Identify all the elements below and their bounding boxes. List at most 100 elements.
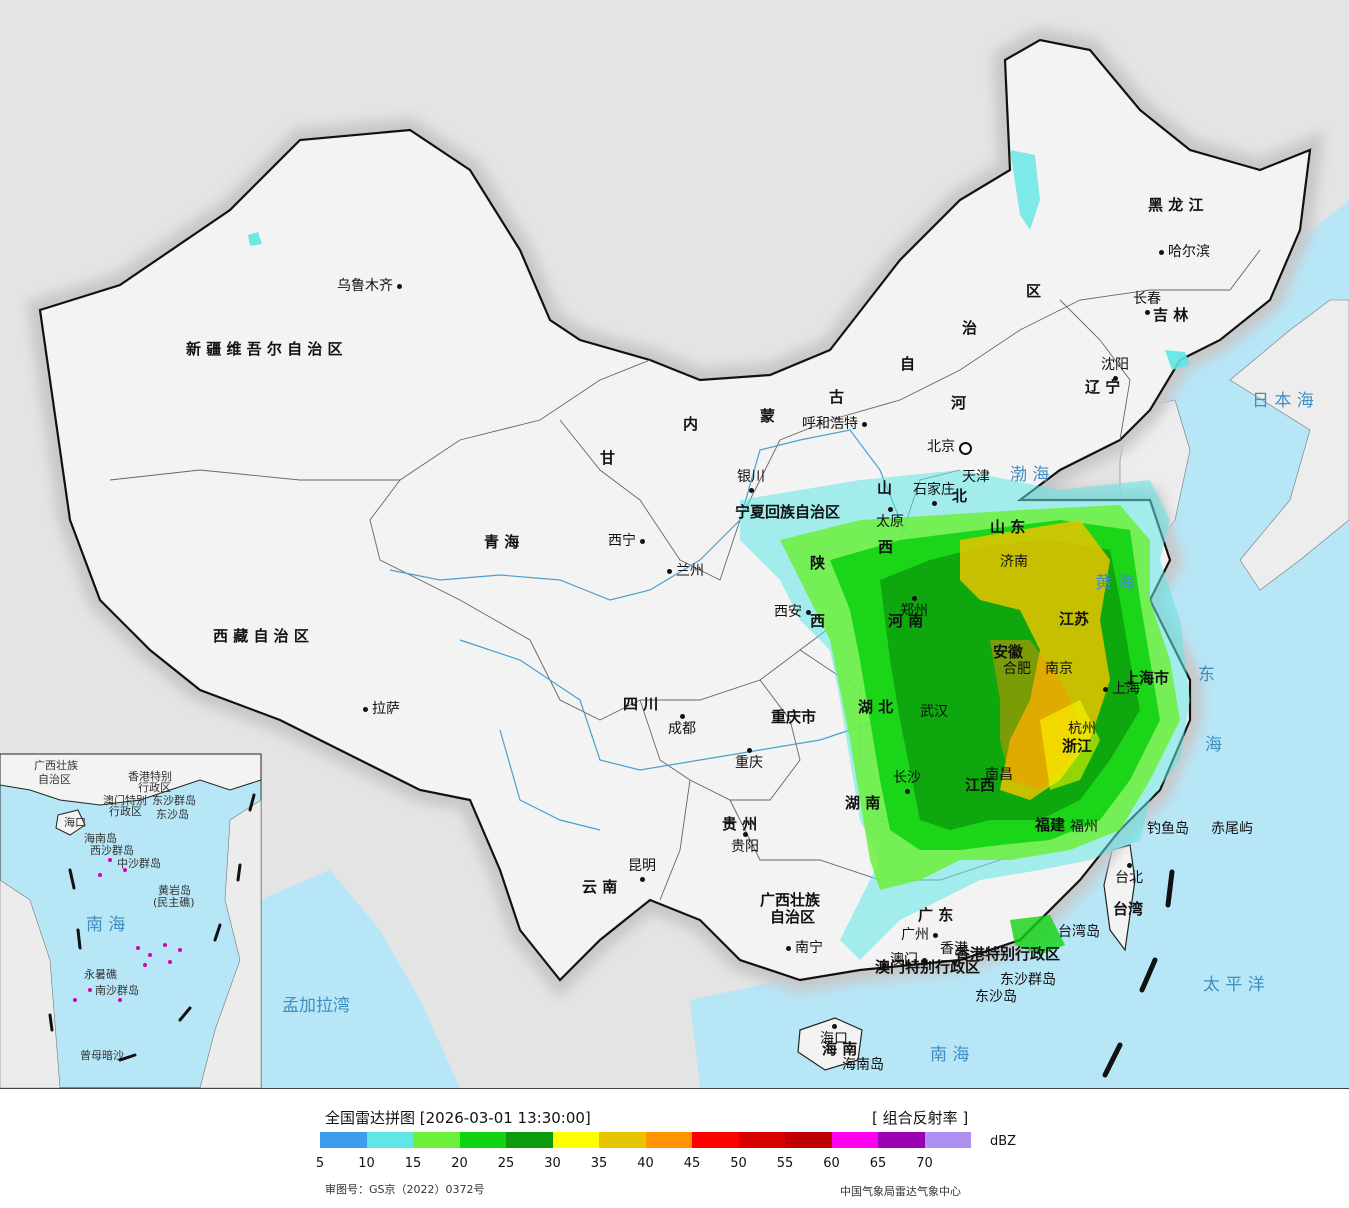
city-label: 南京 [1045, 661, 1073, 677]
city-dot-icon [832, 1024, 837, 1029]
review-number: 审图号：GS京（2022）0372号 [325, 1183, 485, 1196]
province-label: 香港特别行政区 [955, 945, 1061, 963]
city-dot-icon [749, 488, 754, 493]
city-dot-icon [952, 960, 957, 965]
province-label: 吉 林 [1153, 306, 1189, 324]
south-china-sea-inset [0, 753, 262, 1088]
scale-tick-label: 20 [451, 1156, 468, 1171]
city-dot-icon [806, 610, 811, 615]
city-label: 哈尔滨 [1168, 244, 1210, 260]
inset-label: 自治区 [38, 773, 71, 786]
city-label: 武汉 [920, 704, 948, 720]
color-swatch [924, 1132, 971, 1148]
city-label: 太原 [876, 514, 904, 530]
sea-area [690, 0, 1349, 1088]
city-dot-icon [1145, 310, 1150, 315]
color-swatch [506, 1132, 553, 1148]
city-label: 乌鲁木齐 [337, 278, 393, 294]
inset-label: 中沙群岛 [117, 857, 161, 870]
province-label: 陕 [810, 554, 826, 572]
scale-tick-label: 30 [544, 1156, 561, 1171]
province-label: 浙江 [1062, 737, 1093, 755]
city-dot-icon [933, 933, 938, 938]
province-label: 甘 [600, 449, 616, 467]
inset-label: 广西壮族 [34, 759, 78, 772]
province-label: 海 南 [822, 1040, 858, 1058]
city-label: 贵阳 [731, 839, 759, 855]
city-label: 香港 [940, 941, 968, 957]
city-label: 成都 [668, 721, 696, 737]
inset-label: (民主礁) [153, 896, 195, 909]
legend-panel: 全国雷达拼图 [2026-03-01 13:30:00] [ 组合反射率 ] d… [0, 1089, 1349, 1208]
city-dot-icon [786, 946, 791, 951]
sea-label: 南 海 [86, 915, 126, 935]
island-label: 东沙群岛 [1000, 972, 1056, 988]
city-label: 沈阳 [1101, 357, 1129, 373]
city-label: 呼和浩特 [802, 416, 858, 432]
inset-label: 永暑礁 [84, 968, 117, 981]
city-dot-icon [640, 539, 645, 544]
province-label: 区 [1026, 282, 1042, 300]
city-label: 台北 [1115, 870, 1143, 886]
scale-tick-label: 55 [776, 1156, 794, 1171]
inset-label: 东沙岛 [156, 808, 189, 821]
island-label: 台湾岛 [1058, 924, 1100, 940]
city-dot-icon [922, 958, 927, 963]
inset-label: 西沙群岛 [90, 844, 134, 857]
province-label: 湖 北 [858, 698, 894, 716]
city-dot-icon [743, 832, 748, 837]
inset-label: 曾母暗沙 [80, 1049, 124, 1062]
province-label: 内 [683, 415, 699, 433]
color-swatch [738, 1132, 785, 1148]
city-dot-icon [680, 714, 685, 719]
city-dot-icon [363, 707, 368, 712]
island-label: 赤尾屿 [1211, 821, 1253, 837]
product-label: [ 组合反射率 ] [872, 1109, 969, 1127]
scale-tick-label: 5 [315, 1156, 325, 1171]
city-label: 杭州 [1068, 721, 1096, 737]
city-label: 合肥 [1003, 661, 1031, 677]
city-label: 兰州 [676, 563, 704, 579]
city-label: 天津 [962, 469, 990, 485]
city-dot-icon [932, 501, 937, 506]
city-dot-icon [888, 507, 893, 512]
hainan-island [797, 1017, 863, 1071]
scale-tick-label: 35 [590, 1156, 608, 1171]
nine-dash-line [1102, 869, 1175, 1078]
color-swatch [692, 1132, 739, 1148]
province-label: 古 [829, 388, 845, 406]
province-label: 福建 [1035, 816, 1066, 834]
color-swatch [552, 1132, 599, 1148]
city-label: 济南 [1000, 554, 1028, 570]
province-label: 四 川 [623, 695, 659, 713]
province-label: 云 南 [582, 878, 618, 896]
scale-tick-label: 25 [497, 1156, 515, 1171]
sea-label: 渤 海 [1010, 465, 1050, 485]
province-label: 新 疆 维 吾 尔 自 治 区 [186, 340, 343, 358]
island-label: 东沙岛 [975, 989, 1017, 1005]
city-label: 长沙 [893, 770, 921, 786]
scale-tick-label: 45 [683, 1156, 701, 1171]
scale-tick-label: 40 [637, 1156, 654, 1171]
city-dot-icon [1103, 687, 1108, 692]
city-label: 拉萨 [372, 701, 400, 717]
city-label: 海口 [820, 1031, 848, 1047]
province-label: 辽 宁 [1085, 378, 1121, 396]
province-label: 江西 [965, 776, 996, 794]
inset-label: 行政区 [138, 781, 171, 794]
province-label: 安徽 [993, 643, 1024, 661]
color-swatch [459, 1132, 506, 1148]
province-label: 山 东 [990, 518, 1026, 536]
city-dot-icon [862, 422, 867, 427]
map-title: 全国雷达拼图 [2026-03-01 13:30:00] [325, 1109, 591, 1127]
city-dot-icon [1127, 863, 1132, 868]
inset-label: 海南岛 [84, 832, 117, 845]
credit-label: 中国气象局雷达气象中心 [840, 1185, 961, 1198]
city-label: 长春 [1133, 291, 1161, 307]
sea-label: 日 本 海 [1252, 391, 1314, 411]
sea-bay [260, 870, 460, 1088]
city-label: 郑州 [900, 603, 928, 619]
color-swatch [831, 1132, 878, 1148]
scale-tick-label: 65 [869, 1156, 887, 1171]
city-dot-icon [1159, 250, 1164, 255]
